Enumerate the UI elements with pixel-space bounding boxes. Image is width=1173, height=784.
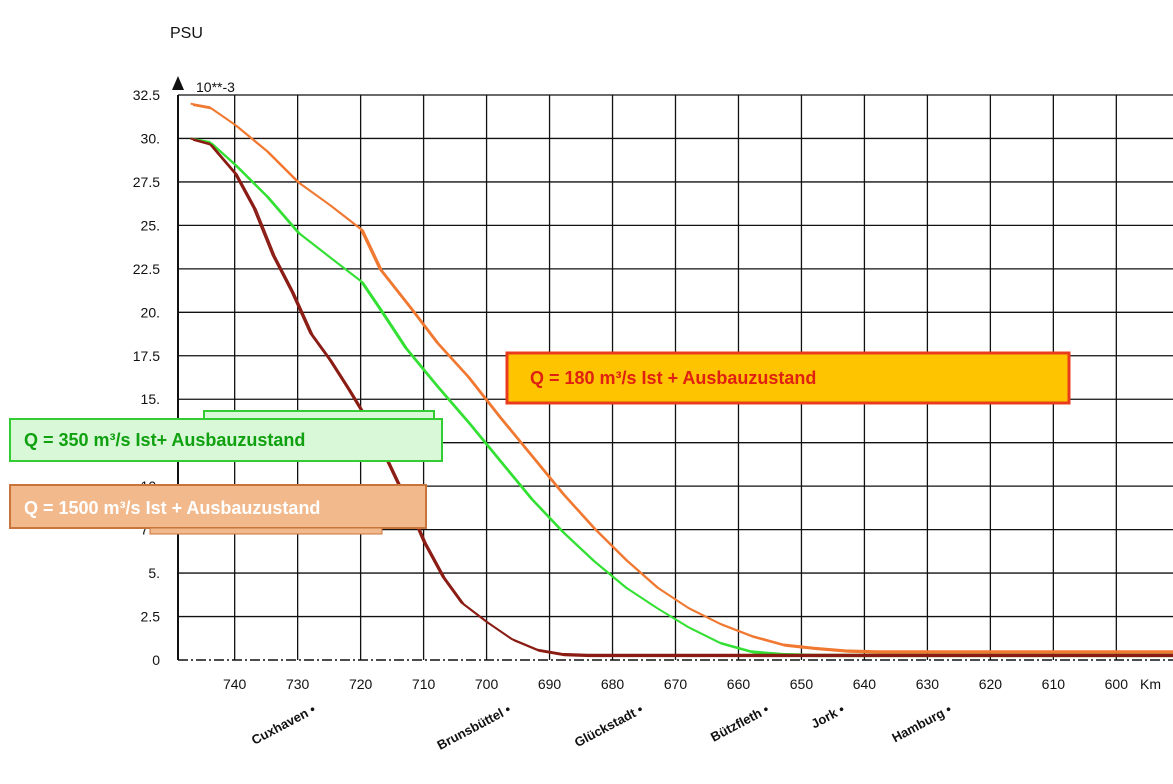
x-tick-label: 740 (223, 676, 247, 692)
place-label: Jork • (808, 701, 847, 731)
legend-label-180: Q = 180 m³/s Ist + Ausbauzustand (530, 368, 816, 388)
x-tick-label: 650 (790, 676, 814, 692)
legend-box-350-bg (9, 418, 443, 462)
legend-box-1500-tab (149, 527, 383, 535)
legend-box-180-bg (505, 351, 1071, 405)
axes (172, 76, 1173, 661)
legend-label-350: Q = 350 m³/s Ist+ Ausbauzustand (24, 430, 305, 450)
x-tick-label: 600 (1105, 676, 1129, 692)
place-label: Bützfleth • (708, 701, 772, 744)
x-tick-label: 720 (349, 676, 373, 692)
x-tick-label: 630 (916, 676, 940, 692)
x-unit-label: Km (1140, 676, 1161, 692)
series-line-1-twin (192, 139, 1173, 658)
unit-label: 10**-3 (196, 79, 235, 95)
place-labels: Cuxhaven • Brunsbüttel • Glückstadt • Bützf… (249, 701, 955, 753)
x-tick-label: 680 (601, 676, 625, 692)
place-label: Brunsbüttel • (435, 701, 514, 753)
place-label: Cuxhaven • (249, 701, 319, 747)
y-tick-label: 20. (141, 304, 160, 320)
place-label: Glückstadt • (572, 701, 646, 750)
y-tick-label: 0 (152, 652, 160, 668)
x-tick-label: 660 (727, 676, 751, 692)
y-tick-label: 22.5 (133, 261, 160, 277)
series-line-0-twin (192, 104, 1173, 654)
chart-title: PSU (170, 25, 203, 42)
x-tick-label: 640 (853, 676, 877, 692)
legend-box-1500: Q = 1500 m³/s Ist + Ausbauzustand (9, 484, 427, 535)
y-tick-label: 25. (141, 217, 160, 233)
x-tick-label: 690 (538, 676, 562, 692)
y-tick-label: 27.5 (133, 174, 160, 190)
y-tick-label: 17.5 (133, 348, 160, 364)
y-tick-label: 2.5 (141, 609, 161, 625)
x-tick-label: 670 (664, 676, 688, 692)
x-tick-label: 710 (412, 676, 436, 692)
x-tick-label: 730 (286, 676, 310, 692)
x-tick-labels: 740 730 720 710 700 690 680 670 660 650 640 630 620 6… (223, 676, 1128, 692)
x-tick-label: 620 (979, 676, 1003, 692)
y-tick-label: 32.5 (133, 87, 160, 103)
y-axis-arrow-icon (172, 76, 184, 90)
place-label: Hamburg • (889, 701, 954, 745)
x-tick-label: 700 (475, 676, 499, 692)
y-tick-label: 5. (148, 565, 160, 581)
y-tick-label: 15. (141, 391, 160, 407)
y-tick-label: 30. (141, 130, 160, 146)
legend-box-350: Q = 350 m³/s Ist+ Ausbauzustand (9, 410, 443, 462)
legend-box-180: Q = 180 m³/s Ist + Ausbauzustand (505, 351, 1071, 405)
y-tick-labels: 02.55.7.510.12.515.17.520.22.525.27.530.… (133, 87, 160, 668)
x-tick-label: 610 (1042, 676, 1066, 692)
legend-label-1500: Q = 1500 m³/s Ist + Ausbauzustand (24, 498, 320, 518)
